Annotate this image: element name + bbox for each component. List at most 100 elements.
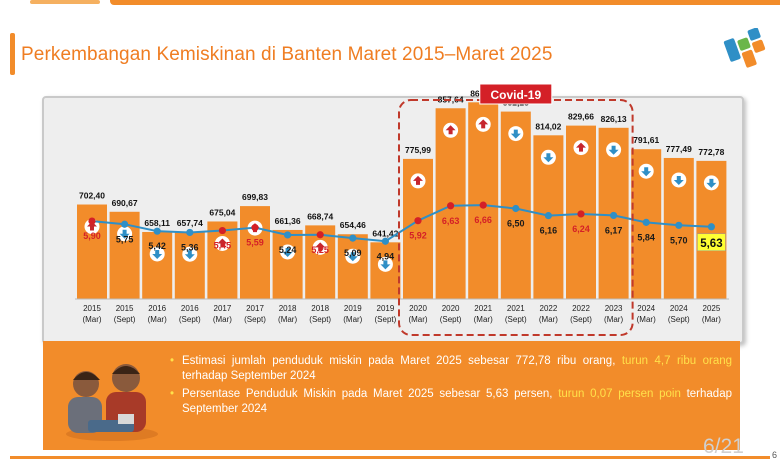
x-tick-label-period: (Sept) (375, 315, 397, 324)
bar-value-label: 641,42 (372, 228, 398, 238)
x-tick-label-period: (Mar) (539, 315, 558, 324)
arrow-down-icon (638, 163, 654, 179)
x-tick-label-period: (Mar) (637, 315, 656, 324)
arrow-up-icon (443, 122, 459, 138)
poverty-chart: 702,40 690,67 658,11 657,74 675,04 699,83 661,… (75, 83, 729, 336)
arrow-down-icon (117, 226, 133, 242)
arrow-up-icon (312, 239, 328, 255)
arrow-shape (217, 238, 228, 248)
bar-value-label: 675,04 (209, 207, 235, 217)
x-tick-label-period: (Mar) (474, 315, 493, 324)
bar-value-label: 702,40 (79, 191, 105, 201)
line-value-label: 6,24 (572, 224, 590, 234)
line-value-label: 6,50 (507, 219, 525, 229)
note-item: Estimasi jumlah penduduk miskin pada Mar… (170, 354, 732, 384)
arrow-down-icon (606, 142, 622, 158)
line-point (153, 227, 161, 235)
line-value-label: 5,45 (214, 241, 232, 251)
line-point (284, 231, 292, 239)
line-point (610, 211, 618, 220)
line-value-label: 6,63 (442, 216, 460, 226)
line-point (512, 204, 520, 213)
bar-value-label: 657,74 (177, 218, 203, 228)
x-tick-label-period: (Sept) (570, 315, 592, 324)
line-value-label: 5,90 (83, 231, 101, 241)
line-value-label: 5,84 (637, 232, 655, 242)
x-tick-label-year: 2024 (637, 304, 655, 313)
line-value-label: 5,59 (246, 238, 264, 248)
bar (174, 232, 205, 299)
x-tick-label-year: 2025 (703, 304, 721, 313)
x-tick-label-year: 2016 (181, 304, 199, 313)
x-tick-label-year: 2015 (83, 304, 101, 313)
arrow-shape (510, 129, 521, 139)
x-tick-label-year: 2017 (214, 304, 232, 313)
arrow-shape (380, 260, 391, 270)
arrow-up-icon (410, 173, 426, 189)
bar-value-label: 690,67 (112, 198, 138, 208)
line-point (447, 202, 455, 210)
x-tick-label-year: 2023 (605, 304, 623, 313)
arrow-down-icon (703, 175, 719, 191)
line-point (349, 234, 357, 242)
line-value-label: 5,36 (181, 242, 199, 252)
x-tick-label-year: 2022 (572, 304, 590, 313)
arrow-shape (87, 221, 97, 231)
arrow-shape (282, 247, 293, 257)
x-tick-label-year: 2018 (279, 304, 297, 313)
page-title: Perkembangan Kemiskinan di Banten Maret … (21, 44, 553, 65)
x-tick-label-year: 2019 (344, 304, 362, 313)
arrow-up-icon (475, 116, 491, 132)
bar (272, 229, 303, 299)
bar-value-label: 668,74 (307, 211, 333, 221)
x-tick-label-year: 2018 (311, 304, 329, 313)
line-value-label: 5,42 (148, 241, 166, 251)
bar-value-label: 658,11 (144, 218, 170, 228)
bar-value-label: 829,66 (568, 112, 594, 122)
line-value-label: 6,66 (474, 215, 492, 225)
line-value-label: 5,75 (116, 234, 134, 244)
x-tick-label-period: (Mar) (213, 315, 232, 324)
arrow-shape (184, 250, 195, 260)
top-stripe (110, 0, 780, 5)
bar-value-label: 654,46 (340, 220, 366, 230)
arrow-up-icon (573, 140, 589, 156)
bar (142, 231, 173, 299)
title-accent-bar (10, 33, 15, 75)
arrow-shape (576, 142, 586, 152)
bps-logo-icon (723, 28, 766, 68)
x-tick-label-period: (Sept) (309, 315, 331, 324)
bar-value-label: 777,49 (666, 144, 692, 154)
arrow-down-icon (345, 248, 361, 264)
bar (240, 206, 270, 299)
arrow-shape (445, 125, 456, 135)
arrow-shape (608, 145, 619, 155)
arrow-shape (119, 229, 130, 239)
x-tick-label-period: (Mar) (82, 315, 101, 324)
x-tick-label-year: 2024 (670, 304, 688, 313)
x-tick-label-year: 2021 (474, 304, 492, 313)
children-illustration-icon (66, 364, 158, 441)
x-tick-label-period: (Mar) (148, 315, 167, 324)
covid-label-box (479, 83, 553, 105)
line-point (186, 228, 194, 237)
arrow-down-icon (149, 246, 165, 262)
arrow-down-icon (280, 244, 296, 260)
line-value-label: 6,17 (605, 225, 623, 235)
x-tick-label-period: (Sept) (244, 315, 266, 324)
bar-value-label: 775,99 (405, 145, 431, 155)
x-tick-label-year: 2021 (507, 304, 525, 313)
arrow-shape (706, 178, 717, 188)
line-point (544, 212, 552, 220)
line-value-label: 5,70 (670, 235, 688, 245)
arrow-shape (673, 175, 684, 185)
line-value-label: 5,24 (279, 245, 297, 255)
bottom-stripe (10, 456, 770, 459)
arrow-shape (543, 153, 554, 163)
arrow-shape (347, 252, 358, 262)
x-tick-label-period: (Mar) (343, 315, 362, 324)
page-indicator: 6/21 (703, 435, 744, 458)
arrow-up-icon (84, 219, 100, 235)
line-point (218, 226, 226, 235)
note-item: Persentase Penduduk Miskin pada Maret 20… (170, 387, 732, 417)
